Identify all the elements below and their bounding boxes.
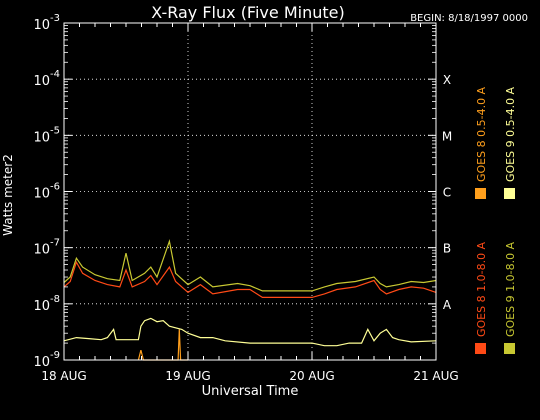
x-tick-labels: 18 AUG 19 AUG 20 AUG 21 AUG (41, 369, 458, 383)
series-group (63, 238, 437, 361)
y-tick-labels: 10-9 10-8 10-7 10-6 10-5 10-4 10-3 (33, 13, 60, 370)
x-tick-label: 21 AUG (413, 369, 458, 383)
chart-title: X-Ray Flux (Five Minute) (151, 3, 344, 22)
series-line (63, 317, 437, 347)
legend-label: GOES 9 1.0-8.0 A (504, 241, 517, 337)
legend-swatch (475, 343, 486, 354)
y-tick-label: 10-6 (33, 182, 60, 202)
legend-swatch (475, 188, 486, 199)
y-tick-label: 10-5 (33, 125, 60, 145)
y-tick-label: 10-3 (33, 13, 60, 33)
flare-class-labels: A B C M X (442, 73, 452, 312)
legend-swatch (504, 188, 515, 199)
begin-label: BEGIN: 8/18/1997 0000 (410, 13, 528, 24)
y-tick-label: 10-9 (33, 350, 60, 370)
flare-class-label: A (443, 298, 452, 312)
flare-class-label: M (442, 129, 452, 143)
y-tick-label: 10-4 (33, 69, 60, 89)
y-axis-label: Watts meter2 (1, 154, 15, 236)
grid-lines (64, 23, 436, 360)
y-tick-label: 10-7 (33, 238, 60, 258)
x-tick-label: 20 AUG (289, 369, 334, 383)
x-tick-label: 18 AUG (41, 369, 86, 383)
series-line (63, 260, 437, 298)
flare-class-label: X (443, 73, 451, 87)
axes (63, 22, 437, 361)
series-line (63, 238, 437, 292)
x-axis-label: Universal Time (202, 384, 299, 399)
legend-label: GOES 9 0.5-4.0 A (504, 86, 517, 182)
flare-class-label: C (443, 186, 451, 200)
legend-swatch (504, 343, 515, 354)
y-tick-label: 10-8 (33, 294, 60, 314)
legend-label: GOES 8 0.5-4.0 A (475, 86, 488, 182)
legend: GOES 8 1.0-8.0 A GOES 8 0.5-4.0 A GOES 9 1… (475, 86, 517, 354)
flare-class-label: B (443, 242, 451, 256)
x-tick-label: 19 AUG (165, 369, 210, 383)
legend-label: GOES 8 1.0-8.0 A (475, 241, 488, 337)
